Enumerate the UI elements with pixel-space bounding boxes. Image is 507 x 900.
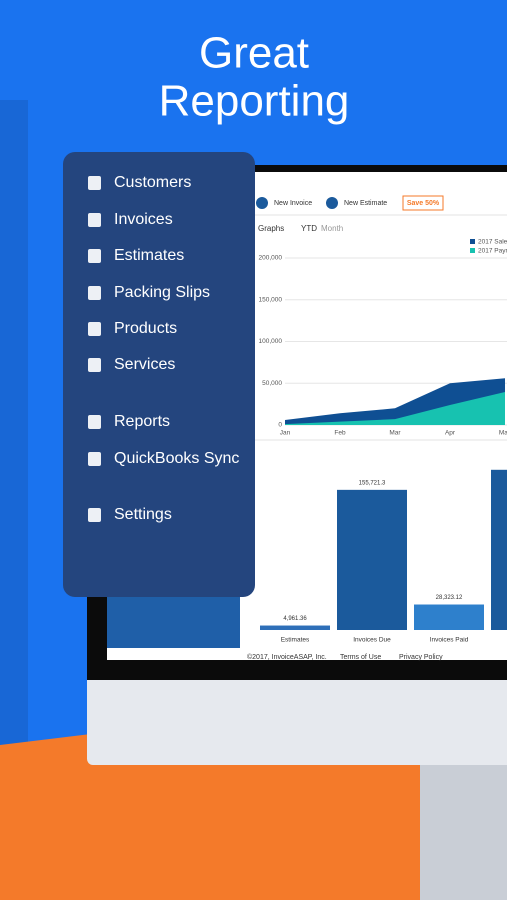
x-tick-label: Jan xyxy=(280,430,291,437)
sidebar-items: Customers Invoices Estimates Packing Slips P… xyxy=(88,174,239,523)
promo-box[interactable] xyxy=(402,195,444,211)
x-tick-label: May xyxy=(499,430,507,437)
x-tick-label: Invoices Paid xyxy=(430,637,469,644)
menu-item[interactable]: Products xyxy=(114,320,177,337)
menu-icon[interactable] xyxy=(88,415,101,429)
menu-item[interactable]: Settings xyxy=(114,506,172,523)
menu-icon[interactable] xyxy=(88,508,101,522)
value-label: 28,323.12 xyxy=(436,595,463,601)
menu-icon[interactable] xyxy=(88,322,101,336)
tab[interactable]: Month xyxy=(321,224,343,233)
menu-item[interactable]: Estimates xyxy=(114,247,184,264)
y-tick-label: 150,000 xyxy=(259,296,283,303)
y-tick-label: 50,000 xyxy=(262,380,282,387)
value-label: 155,721.3 xyxy=(359,480,386,486)
x-tick-label: Invoices Due xyxy=(353,637,391,644)
tab[interactable]: Graphs xyxy=(258,224,284,233)
menu-item[interactable]: Invoices xyxy=(114,211,173,228)
y-tick-label: 200,000 xyxy=(259,255,283,262)
bar xyxy=(260,625,330,630)
menu-icon[interactable] xyxy=(88,176,101,190)
headline: Great xyxy=(199,29,309,78)
legend-label: 2017 Sales xyxy=(478,239,507,246)
legend-swatch xyxy=(470,239,475,244)
menu-item[interactable]: Customers xyxy=(114,174,191,191)
charts: 0 50,000 100,000 150,000 200,000 Jan Feb Mar Apr… xyxy=(259,239,507,644)
menu-icon[interactable] xyxy=(88,249,101,263)
sidebar xyxy=(63,152,255,597)
footer-text: ©2017, InvoiceASAP, Inc. xyxy=(247,653,327,661)
x-tick-label: Apr xyxy=(445,430,456,437)
headline: Reporting xyxy=(159,77,350,126)
bar xyxy=(414,604,484,630)
legend-label: 2017 Payments xyxy=(478,248,507,255)
tab[interactable]: YTD xyxy=(301,224,317,233)
x-tick-label: Feb xyxy=(334,430,346,437)
footer-link[interactable]: Terms of Use xyxy=(340,654,381,661)
x-tick-label: Estimates xyxy=(281,637,310,644)
menu-icon[interactable] xyxy=(88,452,101,466)
promo[interactable]: Save 50% xyxy=(407,200,440,207)
legend-swatch xyxy=(470,248,475,253)
toolbar-button[interactable]: New Invoice xyxy=(274,200,312,207)
orange-shape xyxy=(0,728,420,900)
add-icon[interactable] xyxy=(326,197,338,209)
bar xyxy=(337,489,407,630)
area xyxy=(285,392,505,425)
menu-item[interactable]: Reports xyxy=(114,413,170,430)
static-text: Great Reporting New Invoice New Estimate… xyxy=(159,29,443,661)
value-label: 4,961.36 xyxy=(283,616,307,622)
toolbar-button[interactable]: New Estimate xyxy=(344,200,387,207)
menu-item[interactable]: QuickBooks Sync xyxy=(114,450,239,467)
add-icon[interactable] xyxy=(256,197,268,209)
monitor-stand xyxy=(420,765,507,900)
menu-icon[interactable] xyxy=(88,286,101,300)
x-tick-label: Mar xyxy=(389,430,401,437)
bar xyxy=(491,469,507,630)
menu-item[interactable]: Packing Slips xyxy=(114,284,210,301)
menu-icon[interactable] xyxy=(88,213,101,227)
y-tick-label: 0 xyxy=(278,422,282,429)
footer-link[interactable]: Privacy Policy xyxy=(399,654,443,661)
app-nav xyxy=(107,597,240,648)
y-tick-label: 100,000 xyxy=(259,338,283,345)
menu-icon[interactable] xyxy=(88,358,101,372)
backdrop-strip xyxy=(0,100,28,750)
menu-item[interactable]: Services xyxy=(114,356,175,373)
